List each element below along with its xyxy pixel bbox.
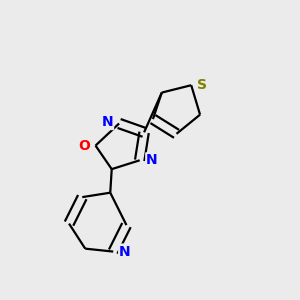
Text: N: N (119, 244, 131, 259)
Text: N: N (146, 153, 158, 167)
Text: O: O (78, 139, 90, 153)
Text: N: N (101, 115, 113, 129)
Text: S: S (197, 78, 207, 92)
